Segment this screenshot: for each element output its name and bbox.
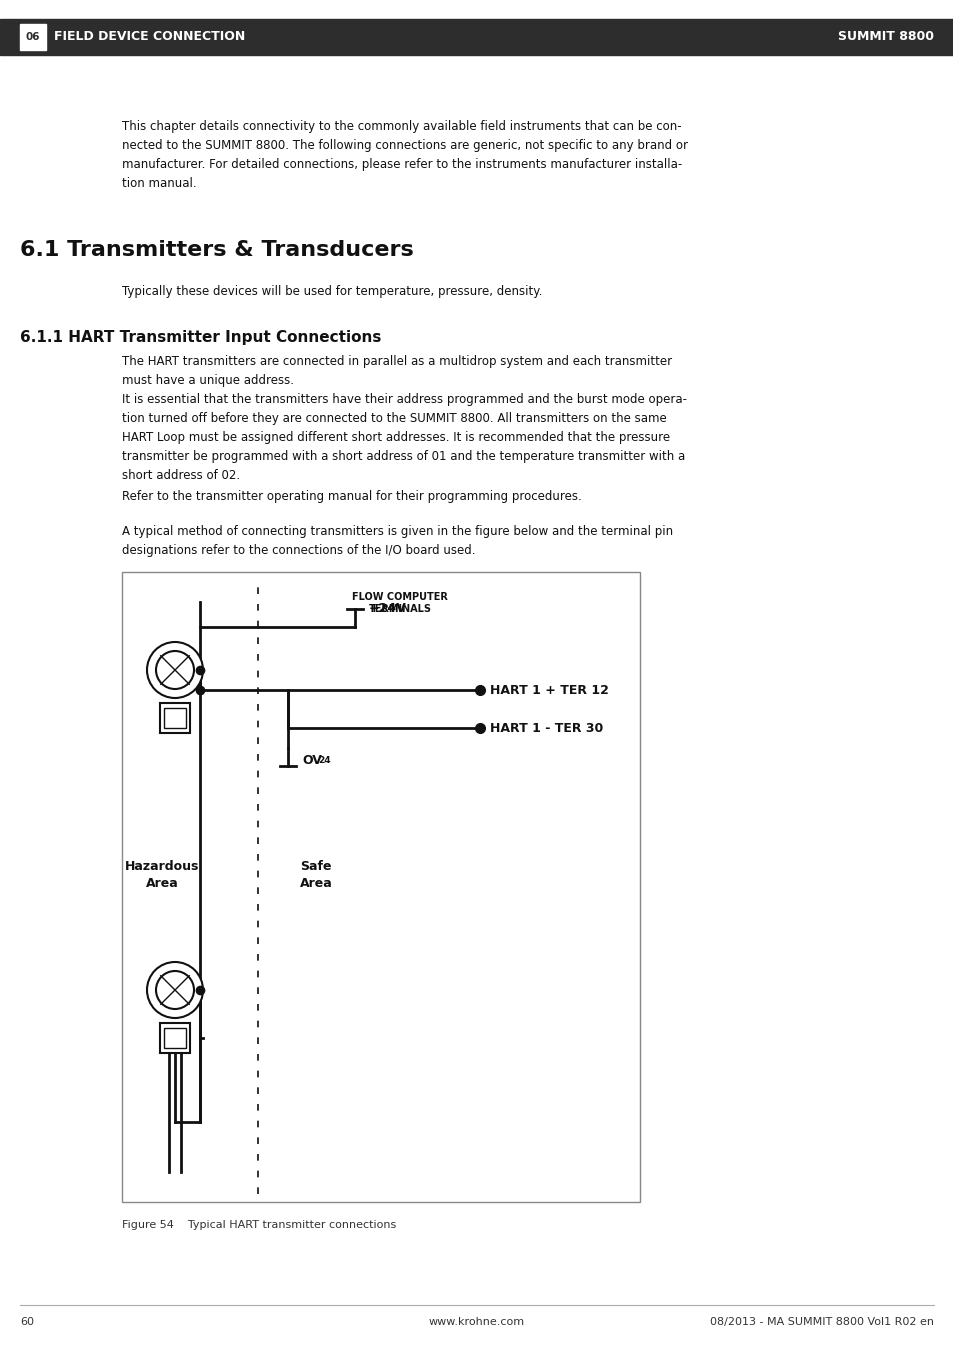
Text: OV: OV bbox=[302, 755, 321, 768]
Text: This chapter details connectivity to the commonly available field instruments th: This chapter details connectivity to the… bbox=[122, 120, 687, 190]
Text: Figure 54    Typical HART transmitter connections: Figure 54 Typical HART transmitter conne… bbox=[122, 1220, 395, 1230]
Bar bbox=[164, 707, 186, 728]
Text: Safe
Area: Safe Area bbox=[299, 860, 333, 890]
Text: HART 1 + TER 12: HART 1 + TER 12 bbox=[490, 683, 608, 697]
Bar bbox=[164, 1027, 186, 1048]
Text: 24: 24 bbox=[317, 756, 331, 765]
Bar bbox=[160, 703, 190, 733]
Text: +24V: +24V bbox=[369, 602, 406, 616]
Text: 08/2013 - MA SUMMIT 8800 Vol1 R02 en: 08/2013 - MA SUMMIT 8800 Vol1 R02 en bbox=[709, 1318, 933, 1327]
Bar bbox=[122, 572, 639, 1202]
Circle shape bbox=[147, 643, 203, 698]
Text: 60: 60 bbox=[20, 1318, 34, 1327]
Circle shape bbox=[147, 963, 203, 1018]
Text: SUMMIT 8800: SUMMIT 8800 bbox=[837, 31, 933, 43]
Text: 6.1 Transmitters & Transducers: 6.1 Transmitters & Transducers bbox=[20, 240, 414, 261]
Text: www.krohne.com: www.krohne.com bbox=[429, 1318, 524, 1327]
Text: Typically these devices will be used for temperature, pressure, density.: Typically these devices will be used for… bbox=[122, 285, 542, 298]
Text: Refer to the transmitter operating manual for their programming procedures.: Refer to the transmitter operating manua… bbox=[122, 490, 581, 504]
Circle shape bbox=[156, 651, 193, 688]
Circle shape bbox=[156, 971, 193, 1008]
Text: Hazardous
Area: Hazardous Area bbox=[125, 860, 199, 890]
Text: FLOW COMPUTER
TERMINALS: FLOW COMPUTER TERMINALS bbox=[352, 593, 448, 614]
Text: A typical method of connecting transmitters is given in the figure below and the: A typical method of connecting transmitt… bbox=[122, 525, 673, 558]
Text: The HART transmitters are connected in parallel as a multidrop system and each t: The HART transmitters are connected in p… bbox=[122, 355, 686, 482]
Text: FIELD DEVICE CONNECTION: FIELD DEVICE CONNECTION bbox=[54, 31, 245, 43]
Text: 06: 06 bbox=[26, 32, 40, 42]
Text: 6.1.1 HART Transmitter Input Connections: 6.1.1 HART Transmitter Input Connections bbox=[20, 329, 381, 346]
Text: HART 1 - TER 30: HART 1 - TER 30 bbox=[490, 721, 602, 734]
Bar bbox=[0, 19, 953, 55]
Bar bbox=[160, 1023, 190, 1053]
Bar bbox=[20, 24, 46, 50]
